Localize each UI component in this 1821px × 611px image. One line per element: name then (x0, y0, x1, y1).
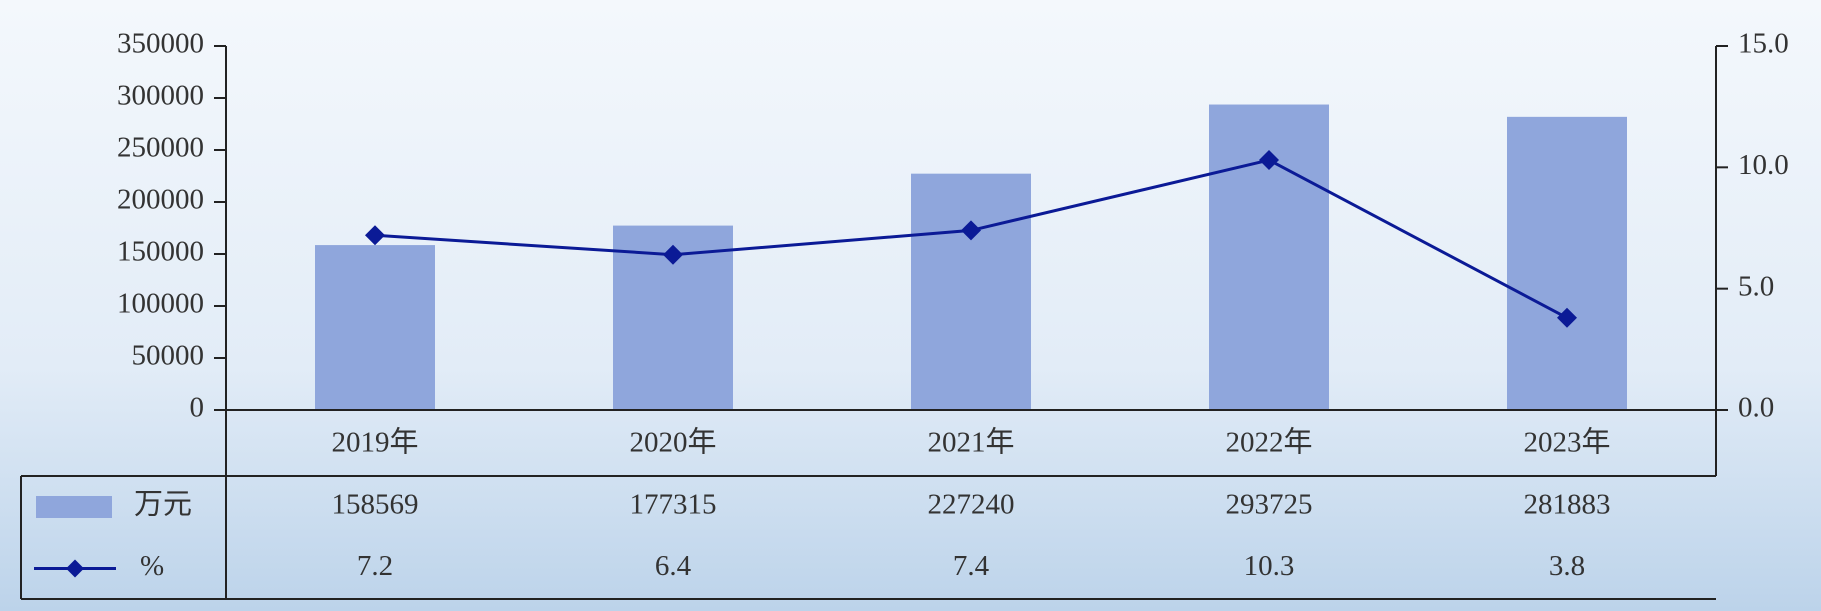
y-tick-label: 50000 (132, 340, 205, 372)
bar (911, 173, 1031, 410)
table-value: 293725 (1226, 489, 1313, 521)
y-tick-label: 350000 (117, 28, 204, 60)
x-tick-label: 2021年 (927, 426, 1014, 459)
legend-label: 万元 (134, 489, 192, 521)
table-value: 281883 (1524, 489, 1611, 521)
bar (315, 245, 435, 410)
legend-swatch (36, 496, 112, 518)
table-value: 10.3 (1244, 550, 1295, 582)
y-tick-label: 300000 (117, 80, 204, 112)
x-tick-label: 2020年 (629, 426, 716, 459)
bar (1507, 116, 1627, 411)
line-marker (961, 220, 981, 241)
x-tick-label: 2023年 (1523, 426, 1610, 459)
line-marker (1259, 150, 1279, 171)
y2-tick-label: 5.0 (1738, 270, 1774, 302)
line-marker (1557, 307, 1577, 328)
x-tick-label: 2019年 (331, 426, 418, 459)
table-value: 227240 (928, 489, 1015, 521)
line-marker (365, 225, 385, 246)
table-value: 7.4 (953, 550, 990, 582)
y-tick-label: 200000 (117, 184, 204, 216)
table-value: 7.2 (357, 550, 393, 582)
y2-tick-label: 10.0 (1738, 149, 1789, 181)
line-marker (663, 244, 683, 265)
y2-tick-label: 0.0 (1738, 392, 1774, 424)
y2-tick-label: 15.0 (1738, 28, 1789, 60)
table-value: 6.4 (655, 550, 692, 582)
legend-marker (66, 559, 84, 578)
y-tick-label: 250000 (117, 132, 204, 164)
y-tick-label: 150000 (117, 236, 204, 268)
legend-label: % (140, 550, 164, 582)
y-tick-label: 100000 (117, 288, 204, 320)
table-value: 177315 (630, 489, 717, 521)
table-value: 3.8 (1549, 550, 1585, 582)
x-tick-label: 2022年 (1225, 426, 1312, 459)
table-value: 158569 (332, 489, 419, 521)
y-tick-label: 0 (190, 392, 205, 424)
